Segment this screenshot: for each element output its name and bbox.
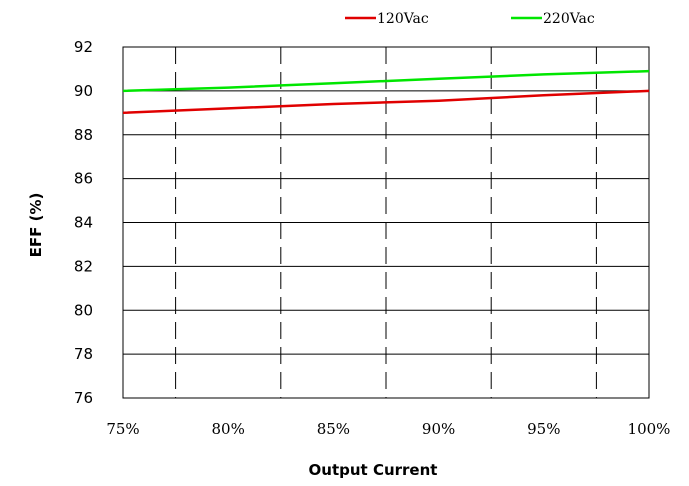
series-lines — [122, 69, 650, 115]
y-tick-label: 88 — [74, 126, 93, 144]
x-tick-label: 95% — [527, 420, 560, 438]
x-tick-label: 75% — [106, 420, 139, 438]
y-tick-label: 84 — [74, 214, 93, 232]
x-axis-title: Output Current — [309, 461, 438, 479]
x-tick-label: 80% — [212, 420, 245, 438]
legend: 120Vac 220Vac — [345, 11, 595, 27]
y-tick-label: 82 — [74, 257, 93, 275]
series-line-120Vac — [122, 89, 650, 115]
y-tick-labels: 76 78 80 82 84 86 88 90 92 — [74, 38, 93, 407]
legend-label-220Vac: 220Vac — [543, 11, 595, 27]
y-tick-label: 80 — [74, 301, 93, 319]
y-tick-label: 92 — [74, 38, 93, 56]
y-tick-label: 90 — [74, 82, 93, 100]
y-tick-label: 86 — [74, 170, 93, 188]
legend-label-120Vac: 120Vac — [377, 11, 429, 27]
series-line-220Vac — [122, 69, 650, 93]
x-tick-label: 85% — [317, 420, 350, 438]
x-tick-label: 90% — [422, 420, 455, 438]
x-tick-label: 100% — [628, 420, 671, 438]
y-tick-label: 78 — [74, 345, 93, 363]
grid-lines — [123, 47, 649, 398]
x-tick-labels: 75% 80% 85% 90% 95% 100% — [106, 420, 670, 438]
y-tick-label: 76 — [74, 389, 93, 407]
y-axis-title: EFF (%) — [27, 193, 45, 258]
